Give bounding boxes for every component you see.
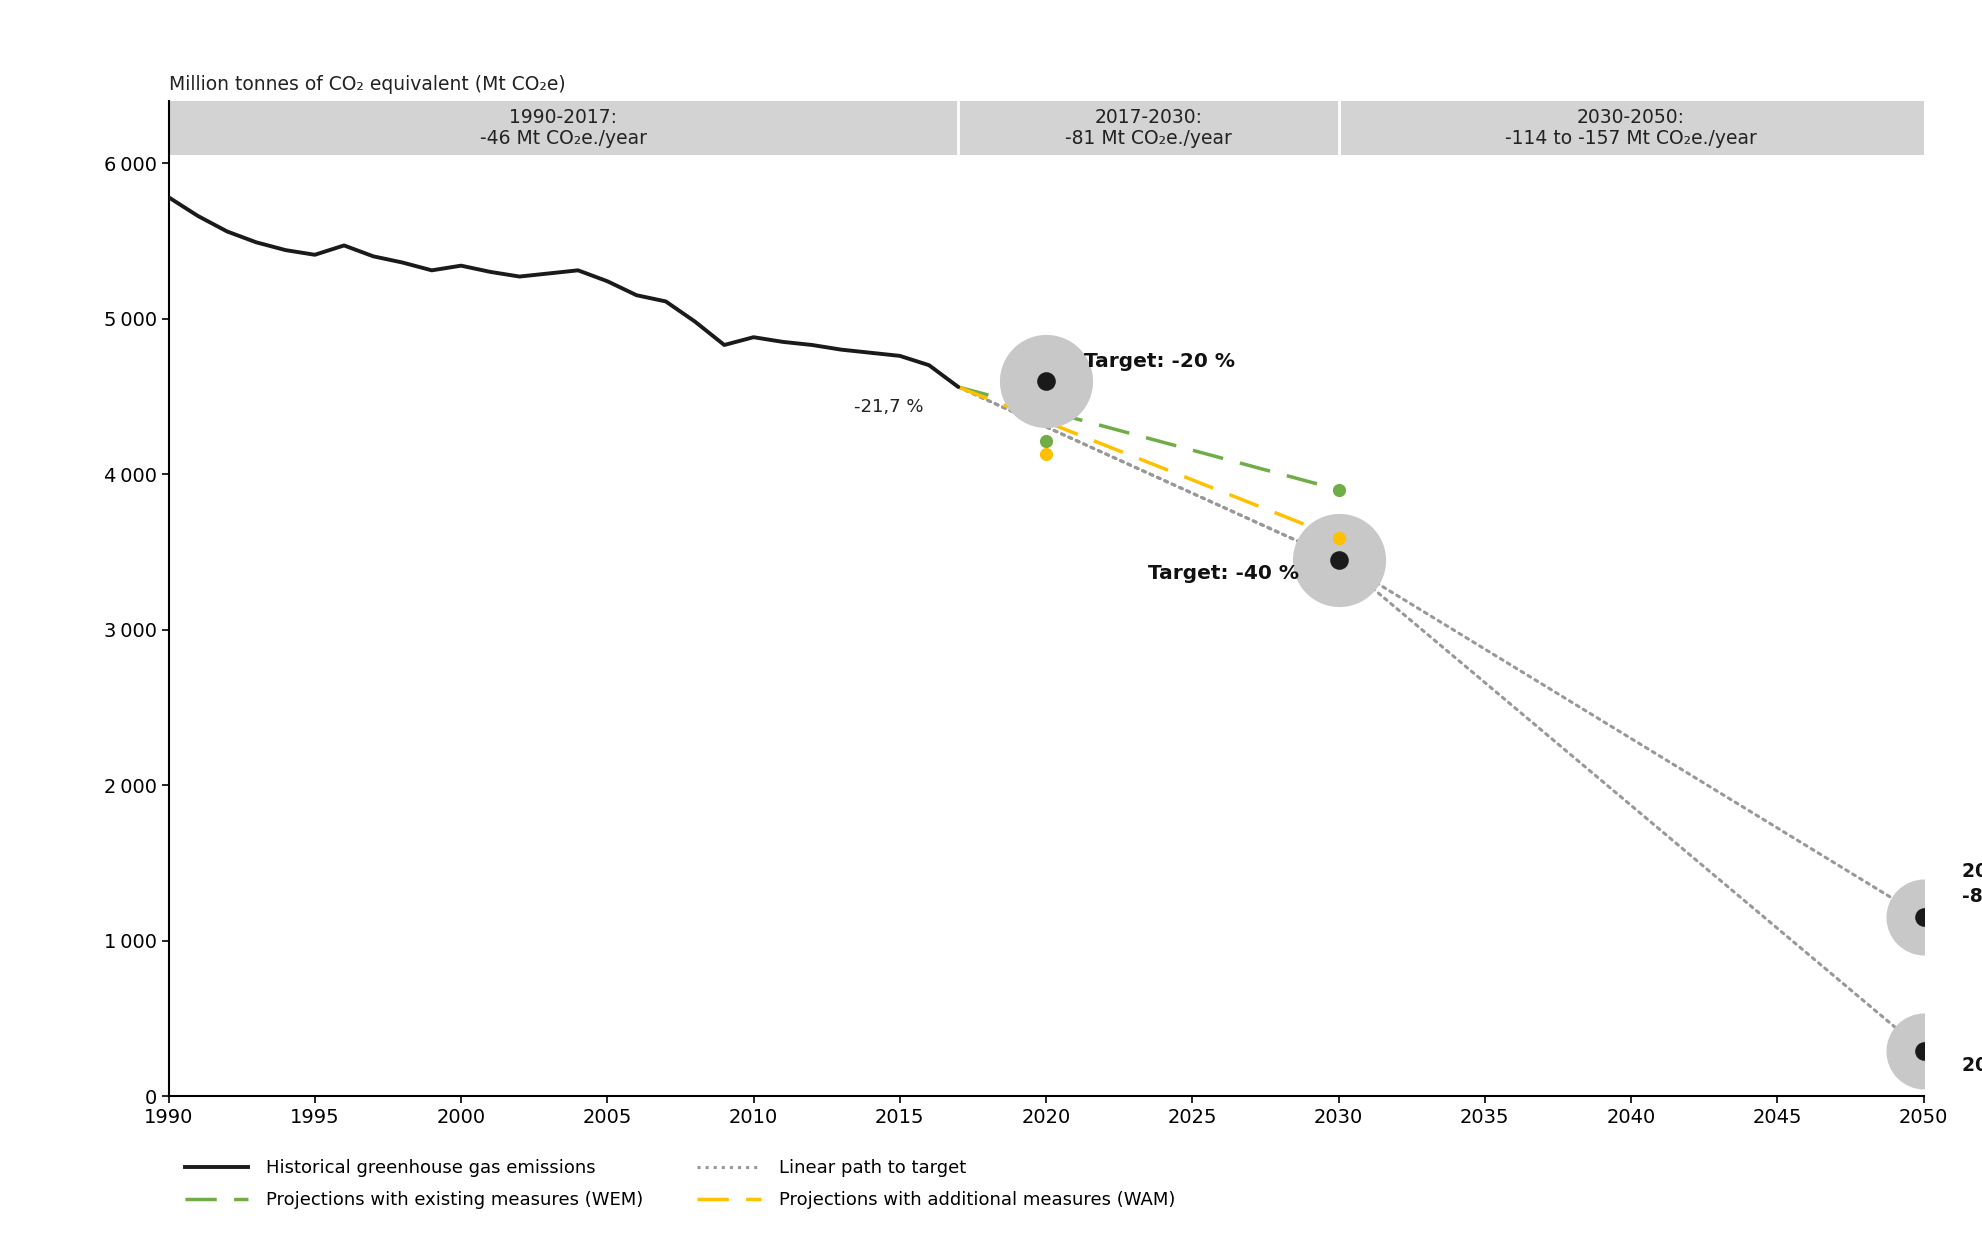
Text: 2030-2050:: 2030-2050: xyxy=(1576,108,1685,127)
Text: 2050 goal:
-80 %: 2050 goal: -80 % xyxy=(1960,862,1982,906)
Text: -114 to -157 Mt CO₂e./year: -114 to -157 Mt CO₂e./year xyxy=(1504,129,1756,147)
Point xyxy=(1907,907,1938,927)
Text: 2017-2030:: 2017-2030: xyxy=(1094,108,1201,127)
Point xyxy=(1031,445,1062,465)
Point xyxy=(1031,431,1062,451)
Text: -81 Mt CO₂e./year: -81 Mt CO₂e./year xyxy=(1064,129,1231,147)
Text: -46 Mt CO₂e./year: -46 Mt CO₂e./year xyxy=(480,129,646,147)
Point xyxy=(1322,549,1354,570)
Text: Target: -40 %: Target: -40 % xyxy=(1148,564,1298,583)
Point xyxy=(1322,528,1354,548)
Text: 2050 goal: -95 %: 2050 goal: -95 % xyxy=(1960,1056,1982,1075)
Text: Million tonnes of CO₂ equivalent (Mt CO₂e): Million tonnes of CO₂ equivalent (Mt CO₂… xyxy=(168,76,565,94)
Point xyxy=(1322,480,1354,500)
Legend: Historical greenhouse gas emissions, Projections with existing measures (WEM), L: Historical greenhouse gas emissions, Pro… xyxy=(178,1152,1181,1217)
Text: Target: -20 %: Target: -20 % xyxy=(1084,353,1235,372)
Text: -21,7 %: -21,7 % xyxy=(854,398,924,416)
Point xyxy=(1031,370,1062,391)
Point xyxy=(1907,907,1938,927)
Point xyxy=(1907,1041,1938,1061)
Point xyxy=(1907,1041,1938,1061)
Point xyxy=(1031,370,1062,391)
Point xyxy=(1322,549,1354,570)
Text: 1990-2017:: 1990-2017: xyxy=(509,108,616,127)
